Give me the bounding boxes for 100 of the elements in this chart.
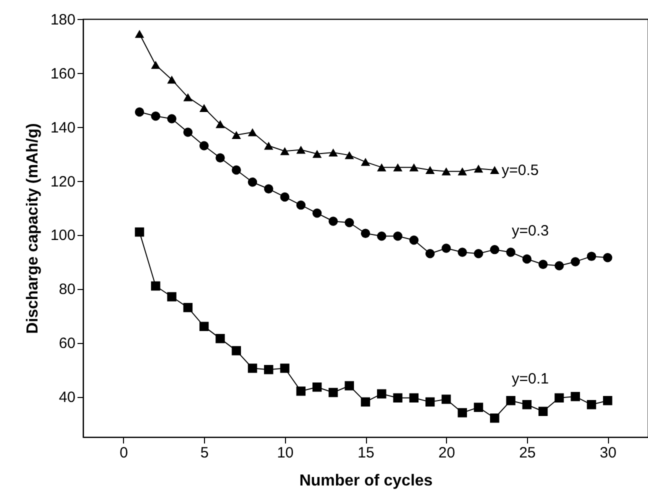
point bbox=[312, 150, 322, 158]
point bbox=[458, 408, 467, 418]
y-tick-label: 180 bbox=[50, 12, 76, 28]
point bbox=[603, 396, 612, 406]
point bbox=[151, 60, 160, 69]
point bbox=[425, 249, 435, 258]
y-tick-label: 80 bbox=[58, 281, 76, 298]
point bbox=[167, 76, 176, 84]
point bbox=[296, 200, 306, 210]
point bbox=[425, 397, 435, 407]
series-label: y=0.5 bbox=[502, 162, 539, 180]
point bbox=[586, 252, 596, 261]
point bbox=[134, 107, 144, 117]
point bbox=[409, 163, 419, 172]
point bbox=[409, 236, 419, 245]
point bbox=[490, 414, 500, 423]
x-tick-label: 25 bbox=[519, 444, 536, 462]
x-axis-title: Number of cycles bbox=[299, 472, 433, 490]
point bbox=[232, 346, 241, 356]
point bbox=[442, 394, 451, 404]
point bbox=[393, 163, 402, 172]
x-tick-label: 15 bbox=[358, 444, 374, 462]
point bbox=[522, 254, 532, 264]
point bbox=[393, 393, 402, 403]
point bbox=[232, 130, 241, 139]
point bbox=[216, 120, 225, 128]
point bbox=[538, 260, 548, 270]
point bbox=[151, 281, 160, 291]
point bbox=[312, 208, 322, 218]
y-axis-title: Discharge capacity (mAh/g) bbox=[24, 123, 42, 334]
x-tick-label: 0 bbox=[120, 444, 128, 462]
point bbox=[570, 392, 580, 402]
point bbox=[458, 248, 467, 257]
point bbox=[199, 104, 209, 112]
point bbox=[442, 244, 451, 253]
point bbox=[151, 111, 160, 121]
point bbox=[312, 382, 322, 392]
point bbox=[506, 396, 516, 406]
point bbox=[554, 393, 564, 403]
point bbox=[328, 148, 338, 156]
point bbox=[183, 302, 193, 312]
point bbox=[216, 153, 225, 162]
y-tick-label: 120 bbox=[50, 173, 76, 190]
y-tick-label: 140 bbox=[50, 119, 76, 136]
point bbox=[474, 164, 484, 173]
point bbox=[586, 400, 596, 410]
point bbox=[134, 30, 144, 38]
point bbox=[199, 141, 209, 150]
series-label: y=0.3 bbox=[512, 222, 549, 240]
point bbox=[232, 165, 241, 175]
point bbox=[474, 249, 484, 258]
point bbox=[280, 192, 290, 202]
point bbox=[377, 389, 386, 398]
point bbox=[570, 257, 580, 266]
y-tick-label: 160 bbox=[50, 65, 76, 82]
y-tick-label: 40 bbox=[58, 389, 76, 406]
point bbox=[344, 218, 354, 228]
point bbox=[474, 402, 484, 412]
point bbox=[360, 228, 370, 238]
y-tick-label: 60 bbox=[58, 335, 76, 352]
point bbox=[506, 248, 516, 257]
point bbox=[248, 364, 258, 373]
point bbox=[264, 184, 274, 194]
point bbox=[360, 397, 370, 407]
point bbox=[167, 114, 176, 124]
point bbox=[328, 216, 338, 226]
point bbox=[280, 364, 290, 373]
point bbox=[344, 381, 354, 390]
point bbox=[554, 261, 564, 270]
point bbox=[248, 178, 258, 187]
point bbox=[538, 406, 548, 416]
point bbox=[183, 128, 193, 137]
point bbox=[264, 142, 274, 150]
point bbox=[458, 167, 467, 176]
point bbox=[360, 158, 370, 166]
point bbox=[296, 386, 306, 396]
point bbox=[522, 400, 532, 410]
x-tick-label: 10 bbox=[276, 444, 294, 462]
point bbox=[216, 334, 225, 344]
x-tick-label: 20 bbox=[438, 444, 456, 462]
point bbox=[328, 388, 338, 398]
point bbox=[248, 128, 258, 136]
point bbox=[393, 231, 402, 241]
x-tick-label: 5 bbox=[200, 444, 209, 462]
point bbox=[264, 364, 274, 374]
point bbox=[199, 322, 209, 332]
point bbox=[167, 292, 176, 302]
point bbox=[344, 151, 354, 160]
point bbox=[183, 93, 193, 102]
y-tick-label: 100 bbox=[50, 227, 76, 244]
point bbox=[377, 231, 386, 241]
point bbox=[280, 147, 290, 156]
point bbox=[603, 253, 612, 262]
point bbox=[442, 167, 451, 176]
point bbox=[134, 227, 144, 237]
point bbox=[490, 244, 500, 254]
point bbox=[377, 163, 386, 172]
point bbox=[490, 166, 500, 174]
series-label: y=0.1 bbox=[512, 370, 549, 388]
x-tick-label: 30 bbox=[600, 444, 616, 462]
